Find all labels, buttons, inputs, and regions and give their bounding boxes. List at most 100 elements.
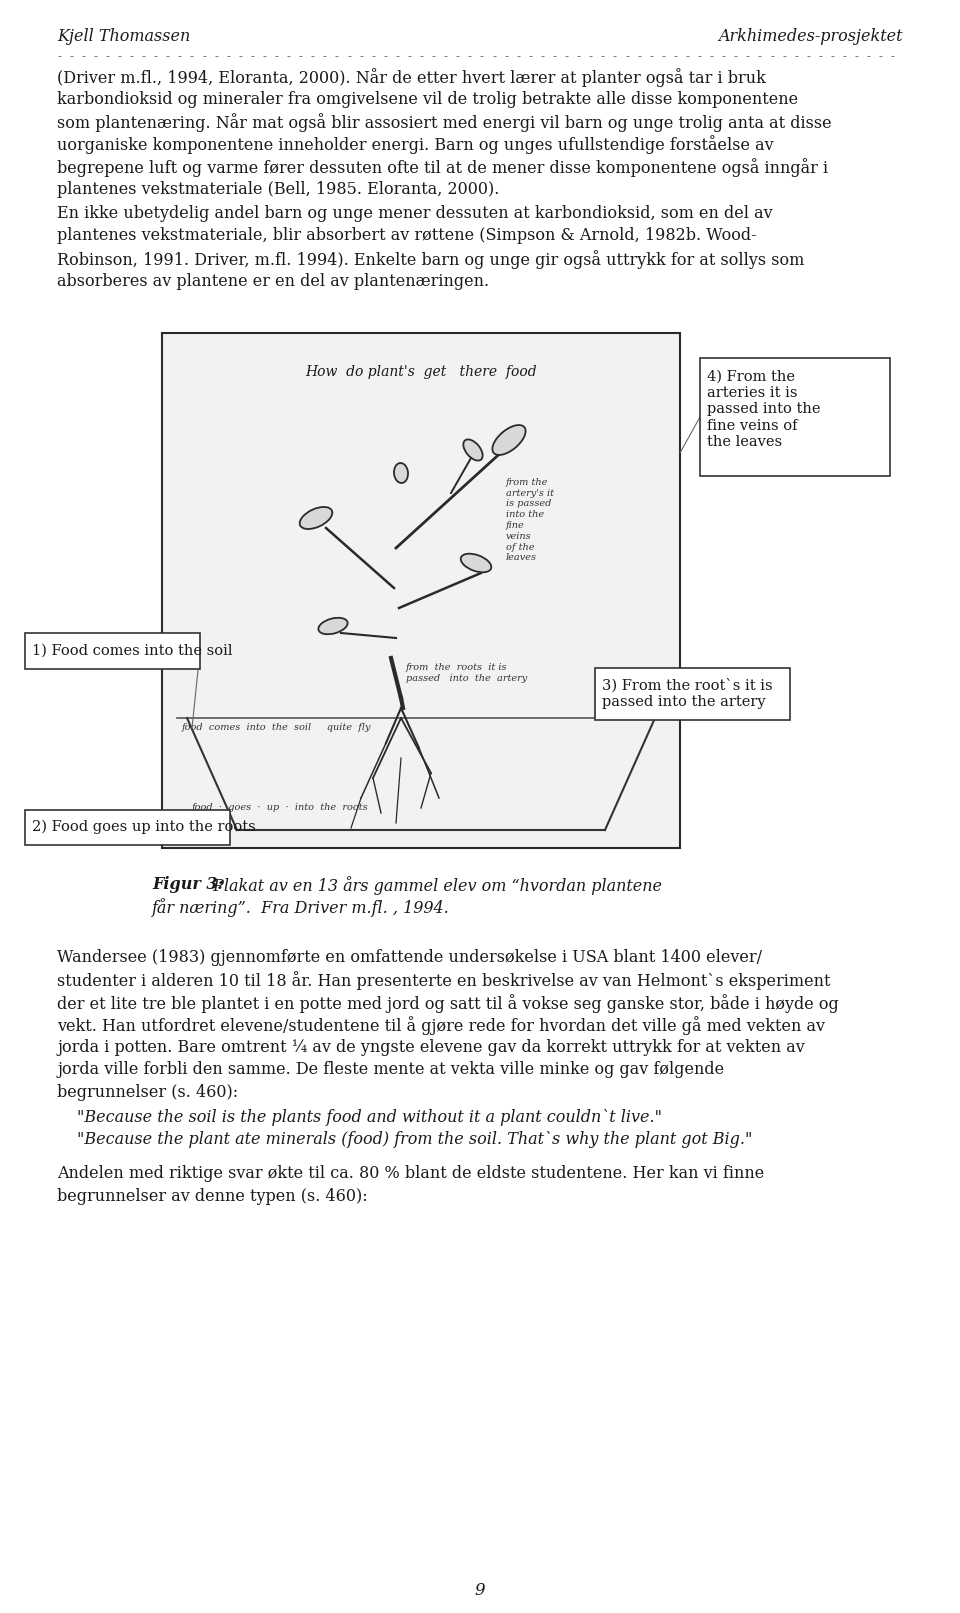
Text: -: - bbox=[57, 50, 61, 63]
Text: food  ·  goes  ·  up  ·  into  the  roots: food · goes · up · into the roots bbox=[192, 803, 369, 811]
Text: jorda ville forbli den samme. De fleste mente at vekta ville minke og gav følgen: jorda ville forbli den samme. De fleste … bbox=[57, 1061, 724, 1079]
Text: -: - bbox=[553, 50, 557, 63]
Text: -: - bbox=[601, 50, 605, 63]
Text: How  do plant's  get   there  food: How do plant's get there food bbox=[305, 365, 537, 379]
Text: -: - bbox=[685, 50, 689, 63]
Bar bbox=[25, 632, 200, 669]
Text: 3) From the root`s it is
passed into the artery: 3) From the root`s it is passed into the… bbox=[602, 679, 773, 710]
Text: -: - bbox=[588, 50, 592, 63]
Bar bbox=[25, 810, 230, 845]
Text: -: - bbox=[564, 50, 568, 63]
Text: -: - bbox=[758, 50, 762, 63]
Bar bbox=[700, 358, 890, 476]
Text: -: - bbox=[746, 50, 750, 63]
Text: -: - bbox=[311, 50, 315, 63]
Text: Plakat av en 13 års gammel elev om “hvordan plantene: Plakat av en 13 års gammel elev om “hvor… bbox=[208, 876, 662, 895]
Text: En ikke ubetydelig andel barn og unge mener dessuten at karbondioksid, som en de: En ikke ubetydelig andel barn og unge me… bbox=[57, 205, 773, 223]
Text: plantenes vekstmateriale, blir absorbert av røttene (Simpson & Arnold, 1982b. Wo: plantenes vekstmateriale, blir absorbert… bbox=[57, 227, 756, 245]
Text: Robinson, 1991. Driver, m.fl. 1994). Enkelte barn og unge gir også uttrykk for a: Robinson, 1991. Driver, m.fl. 1994). Enk… bbox=[57, 250, 804, 269]
Text: -: - bbox=[891, 50, 895, 63]
Text: -: - bbox=[335, 50, 339, 63]
Text: -: - bbox=[492, 50, 496, 63]
Text: -: - bbox=[190, 50, 194, 63]
Text: -: - bbox=[106, 50, 109, 63]
Text: -: - bbox=[818, 50, 823, 63]
Text: Figur 3:: Figur 3: bbox=[152, 876, 229, 894]
Text: -: - bbox=[782, 50, 786, 63]
Text: -: - bbox=[722, 50, 726, 63]
Text: -: - bbox=[867, 50, 871, 63]
Text: -: - bbox=[878, 50, 883, 63]
Text: -: - bbox=[275, 50, 278, 63]
Text: -: - bbox=[142, 50, 146, 63]
Text: Kjell Thomassen: Kjell Thomassen bbox=[57, 27, 190, 45]
Text: -: - bbox=[673, 50, 678, 63]
Text: -: - bbox=[540, 50, 544, 63]
Text: -: - bbox=[456, 50, 460, 63]
Text: -: - bbox=[733, 50, 738, 63]
Text: plantenes vekstmateriale (Bell, 1985. Eloranta, 2000).: plantenes vekstmateriale (Bell, 1985. El… bbox=[57, 181, 499, 197]
Text: -: - bbox=[468, 50, 472, 63]
Text: -: - bbox=[69, 50, 73, 63]
Text: -: - bbox=[649, 50, 653, 63]
Text: -: - bbox=[480, 50, 484, 63]
Text: -: - bbox=[214, 50, 218, 63]
Text: -: - bbox=[432, 50, 436, 63]
Text: 1) Food comes into the soil: 1) Food comes into the soil bbox=[32, 644, 232, 658]
Text: -: - bbox=[359, 50, 363, 63]
Text: -: - bbox=[238, 50, 242, 63]
Text: -: - bbox=[202, 50, 206, 63]
Text: -: - bbox=[516, 50, 520, 63]
Text: from the
artery's it
is passed
into the
fine
veins
of the
leaves: from the artery's it is passed into the … bbox=[506, 477, 554, 563]
Text: -: - bbox=[612, 50, 617, 63]
Text: -: - bbox=[854, 50, 858, 63]
Text: -: - bbox=[637, 50, 641, 63]
Text: -: - bbox=[383, 50, 387, 63]
Text: Arkhimedes-prosjektet: Arkhimedes-prosjektet bbox=[718, 27, 903, 45]
Text: -: - bbox=[396, 50, 399, 63]
Text: -: - bbox=[166, 50, 170, 63]
Text: -: - bbox=[262, 50, 267, 63]
Text: karbondioksid og mineraler fra omgivelsene vil de trolig betrakte alle disse kom: karbondioksid og mineraler fra omgivelse… bbox=[57, 90, 798, 108]
Text: begrunnelser av denne typen (s. 460):: begrunnelser av denne typen (s. 460): bbox=[57, 1189, 368, 1205]
Text: -: - bbox=[178, 50, 181, 63]
Text: -: - bbox=[251, 50, 254, 63]
Bar bbox=[162, 332, 680, 848]
Text: -: - bbox=[287, 50, 291, 63]
Text: -: - bbox=[82, 50, 85, 63]
Text: -: - bbox=[154, 50, 157, 63]
Text: -: - bbox=[770, 50, 774, 63]
Text: -: - bbox=[299, 50, 302, 63]
Text: -: - bbox=[117, 50, 121, 63]
Ellipse shape bbox=[492, 426, 526, 455]
Text: "Because the soil is the plants food and without it a plant couldn`t live.": "Because the soil is the plants food and… bbox=[77, 1108, 662, 1126]
Text: -: - bbox=[348, 50, 351, 63]
Text: vekt. Han utfordret elevene/studentene til å gjøre rede for hvordan det ville gå: vekt. Han utfordret elevene/studentene t… bbox=[57, 1016, 825, 1036]
Text: food  comes  into  the  soil     quite  fly: food comes into the soil quite fly bbox=[182, 723, 372, 732]
Ellipse shape bbox=[394, 463, 408, 482]
Ellipse shape bbox=[464, 439, 483, 461]
Text: -: - bbox=[420, 50, 423, 63]
Text: -: - bbox=[323, 50, 327, 63]
Text: begrepene luft og varme fører dessuten ofte til at de mener disse komponentene o: begrepene luft og varme fører dessuten o… bbox=[57, 158, 828, 177]
Text: "Because the plant ate minerals (food) from the soil. That`s why the plant got B: "Because the plant ate minerals (food) f… bbox=[77, 1131, 753, 1148]
Text: studenter i alderen 10 til 18 år. Han presenterte en beskrivelse av van Helmont`: studenter i alderen 10 til 18 år. Han pr… bbox=[57, 971, 830, 990]
Text: 9: 9 bbox=[474, 1582, 486, 1598]
Text: -: - bbox=[444, 50, 447, 63]
Text: -: - bbox=[528, 50, 533, 63]
Text: -: - bbox=[227, 50, 230, 63]
Text: Andelen med riktige svar økte til ca. 80 % blant de eldste studentene. Her kan v: Andelen med riktige svar økte til ca. 80… bbox=[57, 1166, 764, 1182]
Text: (Driver m.fl., 1994, Eloranta, 2000). Når de etter hvert lærer at planter også t: (Driver m.fl., 1994, Eloranta, 2000). Nå… bbox=[57, 68, 766, 87]
Text: -: - bbox=[372, 50, 375, 63]
Text: -: - bbox=[407, 50, 412, 63]
Text: -: - bbox=[661, 50, 665, 63]
Text: 2) Food goes up into the roots: 2) Food goes up into the roots bbox=[32, 819, 255, 834]
Text: -: - bbox=[577, 50, 581, 63]
Text: -: - bbox=[93, 50, 97, 63]
Text: der et lite tre ble plantet i en potte med jord og satt til å vokse seg ganske s: der et lite tre ble plantet i en potte m… bbox=[57, 994, 839, 1013]
Text: uorganiske komponentene inneholder energi. Barn og unges ufullstendige forståels: uorganiske komponentene inneholder energ… bbox=[57, 135, 774, 155]
Text: begrunnelser (s. 460):: begrunnelser (s. 460): bbox=[57, 1084, 238, 1102]
Ellipse shape bbox=[461, 553, 492, 573]
Text: får næring”.  Fra Driver m.fl. , 1994.: får næring”. Fra Driver m.fl. , 1994. bbox=[152, 898, 449, 918]
Text: -: - bbox=[504, 50, 508, 63]
